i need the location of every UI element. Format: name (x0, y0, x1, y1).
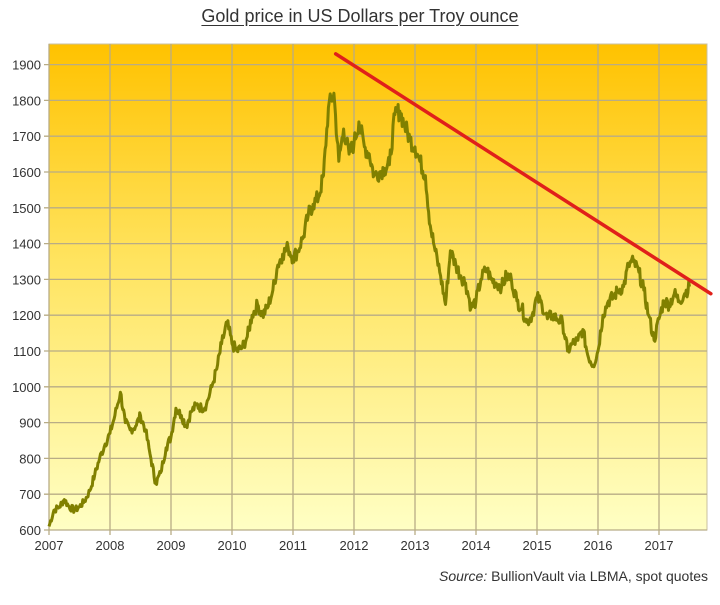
y-tick-label: 1800 (12, 93, 41, 108)
source-label: Source: (438, 568, 488, 584)
x-tick-label: 2014 (462, 538, 491, 553)
y-axis: 600 700 800 900 1000 1100 1200 1300 1400 1500 1600… (12, 58, 41, 538)
y-tick-label: 1900 (12, 58, 41, 73)
chart-title: Gold price in US Dollars per Troy ounce (201, 6, 519, 26)
source-text: BullionVault via LBMA, spot quotes (491, 568, 708, 584)
x-axis: 2007 2008 2009 2010 2011 2012 2013 2014 2015 2016… (35, 538, 674, 553)
x-tick-label: 2013 (401, 538, 430, 553)
x-tick-label: 2010 (218, 538, 247, 553)
y-tick-label: 1100 (13, 344, 41, 359)
y-tick-label: 1500 (12, 201, 41, 216)
plot-area (48, 43, 708, 531)
y-tick-label: 900 (19, 416, 41, 431)
source-note: Source: BullionVault via LBMA, spot quot… (439, 568, 708, 584)
gridlines (44, 44, 707, 535)
x-tick-label: 2011 (279, 538, 307, 553)
trend-line (333, 52, 713, 296)
x-tick-label: 2012 (340, 538, 369, 553)
y-tick-label: 1400 (12, 237, 41, 252)
x-tick-label: 2017 (645, 538, 674, 553)
price-series-line (47, 91, 691, 527)
y-tick-label: 1700 (12, 129, 41, 144)
x-tick-label: 2016 (584, 538, 613, 553)
y-tick-label: 1000 (12, 380, 41, 395)
x-tick-label: 2015 (523, 538, 552, 553)
y-tick-label: 1200 (12, 308, 41, 323)
y-tick-label: 600 (19, 523, 41, 538)
x-tick-label: 2009 (157, 538, 186, 553)
x-tick-label: 2008 (96, 538, 125, 553)
y-tick-label: 1600 (12, 165, 41, 180)
y-tick-label: 800 (19, 451, 41, 466)
y-tick-label: 700 (19, 487, 41, 502)
y-tick-label: 1300 (12, 272, 41, 287)
x-tick-label: 2007 (35, 538, 64, 553)
